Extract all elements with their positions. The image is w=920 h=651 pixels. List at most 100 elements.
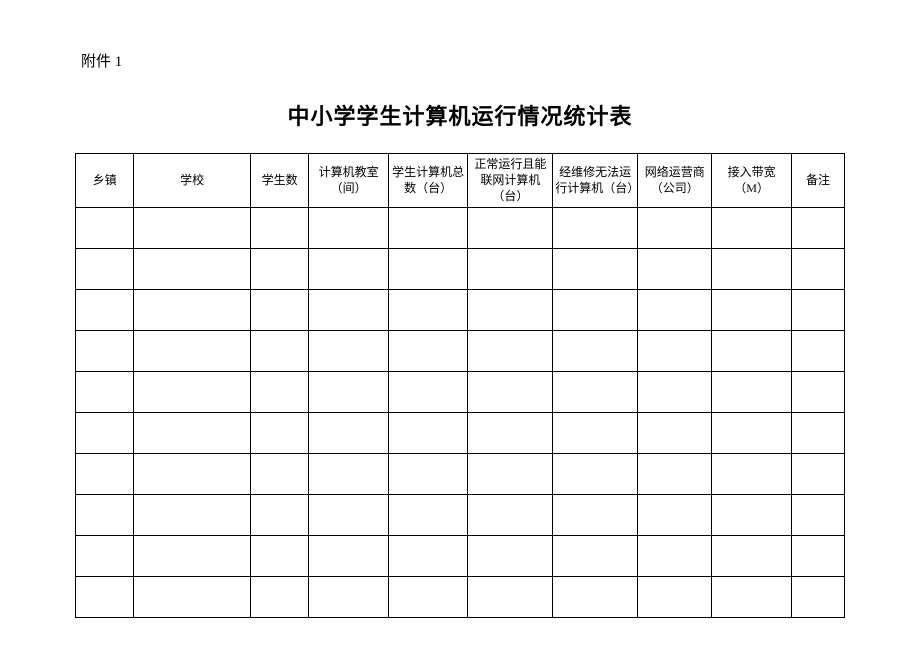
table-cell xyxy=(388,248,468,289)
table-cell xyxy=(309,535,389,576)
table-cell xyxy=(553,576,638,617)
table-cell xyxy=(468,576,553,617)
table-cell xyxy=(638,535,712,576)
table-row xyxy=(76,207,845,248)
table-cell xyxy=(553,371,638,412)
column-header: 学校 xyxy=(134,154,251,208)
table-cell xyxy=(251,248,309,289)
attachment-label: 附件 1 xyxy=(81,50,845,71)
table-cell xyxy=(712,207,792,248)
table-cell xyxy=(712,371,792,412)
table-cell xyxy=(134,576,251,617)
table-cell xyxy=(712,412,792,453)
table-cell xyxy=(791,207,844,248)
table-cell xyxy=(251,207,309,248)
table-cell xyxy=(76,207,134,248)
table-cell xyxy=(791,289,844,330)
table-cell xyxy=(553,453,638,494)
table-cell xyxy=(134,207,251,248)
statistics-table: 乡镇学校学生数计算机教室（间）学生计算机总数（台）正常运行且能联网计算机（台）经… xyxy=(75,153,845,618)
table-cell xyxy=(309,576,389,617)
table-cell xyxy=(712,289,792,330)
table-cell xyxy=(712,330,792,371)
table-cell xyxy=(638,494,712,535)
document-page: 附件 1 中小学学生计算机运行情况统计表 乡镇学校学生数计算机教室（间）学生计算… xyxy=(0,0,920,648)
table-cell xyxy=(134,494,251,535)
table-cell xyxy=(388,289,468,330)
table-cell xyxy=(712,576,792,617)
table-cell xyxy=(638,330,712,371)
table-cell xyxy=(388,576,468,617)
table-cell xyxy=(251,494,309,535)
table-cell xyxy=(468,535,553,576)
table-cell xyxy=(638,412,712,453)
table-cell xyxy=(309,248,389,289)
table-cell xyxy=(134,248,251,289)
table-cell xyxy=(553,412,638,453)
table-cell xyxy=(553,289,638,330)
column-header: 学生数 xyxy=(251,154,309,208)
table-cell xyxy=(553,494,638,535)
table-row xyxy=(76,330,845,371)
table-cell xyxy=(251,289,309,330)
table-row xyxy=(76,248,845,289)
table-cell xyxy=(309,207,389,248)
table-cell xyxy=(76,371,134,412)
column-header: 计算机教室（间） xyxy=(309,154,389,208)
table-cell xyxy=(712,248,792,289)
table-cell xyxy=(791,248,844,289)
table-cell xyxy=(638,289,712,330)
table-cell xyxy=(468,248,553,289)
table-cell xyxy=(388,207,468,248)
column-header: 正常运行且能联网计算机（台） xyxy=(468,154,553,208)
table-cell xyxy=(468,453,553,494)
table-cell xyxy=(134,289,251,330)
table-row xyxy=(76,576,845,617)
table-cell xyxy=(791,371,844,412)
table-cell xyxy=(388,453,468,494)
column-header: 备注 xyxy=(791,154,844,208)
table-cell xyxy=(309,371,389,412)
table-cell xyxy=(388,535,468,576)
table-cell xyxy=(251,330,309,371)
table-row xyxy=(76,535,845,576)
table-cell xyxy=(468,330,553,371)
table-cell xyxy=(309,453,389,494)
table-cell xyxy=(791,576,844,617)
table-cell xyxy=(251,576,309,617)
table-cell xyxy=(388,330,468,371)
table-cell xyxy=(134,453,251,494)
table-cell xyxy=(76,412,134,453)
table-cell xyxy=(553,248,638,289)
column-header: 学生计算机总数（台） xyxy=(388,154,468,208)
table-cell xyxy=(638,371,712,412)
table-cell xyxy=(251,535,309,576)
table-cell xyxy=(76,248,134,289)
table-row xyxy=(76,289,845,330)
table-cell xyxy=(791,330,844,371)
table-cell xyxy=(468,289,553,330)
table-cell xyxy=(76,576,134,617)
table-cell xyxy=(134,330,251,371)
table-cell xyxy=(76,535,134,576)
column-header: 乡镇 xyxy=(76,154,134,208)
table-cell xyxy=(76,289,134,330)
table-cell xyxy=(638,248,712,289)
table-cell xyxy=(388,412,468,453)
table-cell xyxy=(638,207,712,248)
table-cell xyxy=(251,371,309,412)
table-header: 乡镇学校学生数计算机教室（间）学生计算机总数（台）正常运行且能联网计算机（台）经… xyxy=(76,154,845,208)
table-cell xyxy=(388,494,468,535)
table-cell xyxy=(791,535,844,576)
table-row xyxy=(76,412,845,453)
table-cell xyxy=(468,207,553,248)
table-cell xyxy=(791,453,844,494)
table-cell xyxy=(791,412,844,453)
table-cell xyxy=(134,412,251,453)
table-cell xyxy=(309,412,389,453)
table-cell xyxy=(712,453,792,494)
page-title: 中小学学生计算机运行情况统计表 xyxy=(75,99,845,131)
table-header-row: 乡镇学校学生数计算机教室（间）学生计算机总数（台）正常运行且能联网计算机（台）经… xyxy=(76,154,845,208)
table-cell xyxy=(638,453,712,494)
table-cell xyxy=(638,576,712,617)
